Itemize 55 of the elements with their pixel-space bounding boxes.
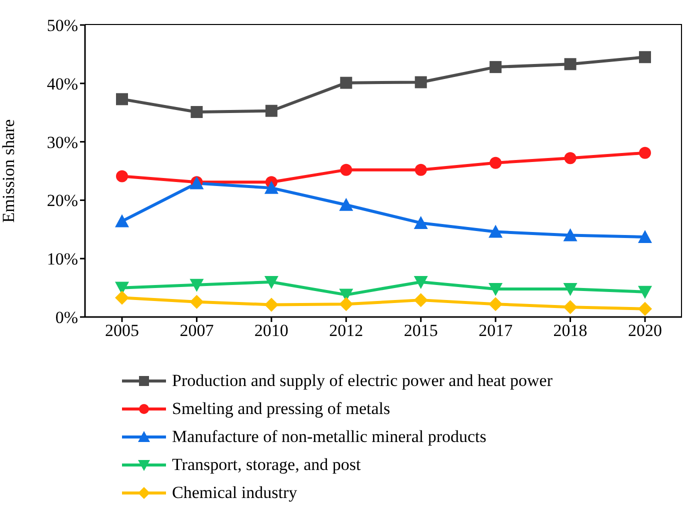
- x-tick-label: 2020: [628, 321, 662, 340]
- x-tick-label: 2015: [404, 321, 438, 340]
- x-tick-label: 2005: [105, 321, 139, 340]
- legend-label: Manufacture of non-metallic mineral products: [172, 427, 486, 447]
- x-tick-label: 2010: [254, 321, 288, 340]
- point: [639, 51, 651, 64]
- y-tick-label: 40%: [46, 74, 78, 94]
- point: [265, 104, 278, 117]
- point: [490, 156, 502, 169]
- point: [339, 198, 354, 211]
- point: [264, 180, 278, 194]
- point: [414, 216, 428, 229]
- point: [638, 286, 652, 299]
- point: [414, 276, 428, 289]
- point: [638, 302, 652, 316]
- legend-label: Smelting and pressing of metals: [172, 399, 390, 419]
- y-tick-label: 30%: [46, 132, 78, 152]
- y-tick-label: 10%: [46, 250, 78, 269]
- point: [190, 106, 203, 118]
- point: [340, 164, 352, 176]
- point: [190, 294, 204, 309]
- point: [340, 76, 352, 89]
- y-tick-label: 50%: [46, 16, 78, 36]
- x-tick-label: 2018: [553, 321, 588, 340]
- x-tick-label: 2012: [329, 321, 364, 340]
- point: [190, 278, 204, 292]
- point: [339, 297, 354, 312]
- point: [490, 61, 502, 74]
- legend-label: Production and supply of electric power and heat power: [172, 371, 552, 391]
- y-tick-label: 0%: [55, 308, 78, 328]
- point: [563, 282, 578, 296]
- x-tick-label: 2017: [478, 321, 514, 340]
- y-tick-label: 20%: [46, 191, 78, 210]
- point: [414, 293, 428, 308]
- point: [488, 224, 503, 238]
- point: [264, 298, 278, 312]
- legend-label: Transport, storage, and post: [172, 455, 361, 475]
- point: [564, 152, 576, 164]
- y-axis-title: Emission share: [0, 119, 18, 223]
- point: [639, 146, 651, 159]
- point: [116, 93, 128, 106]
- point: [115, 290, 129, 305]
- point: [563, 300, 578, 314]
- point: [488, 282, 503, 296]
- point: [638, 230, 652, 243]
- point: [264, 276, 278, 289]
- point: [488, 297, 503, 312]
- point: [115, 214, 129, 228]
- point: [116, 170, 128, 182]
- point: [563, 228, 578, 242]
- point: [414, 164, 427, 176]
- point: [414, 76, 427, 88]
- point: [564, 58, 576, 70]
- legend-label: Chemical industry: [172, 483, 298, 503]
- x-tick-label: 2007: [180, 321, 214, 340]
